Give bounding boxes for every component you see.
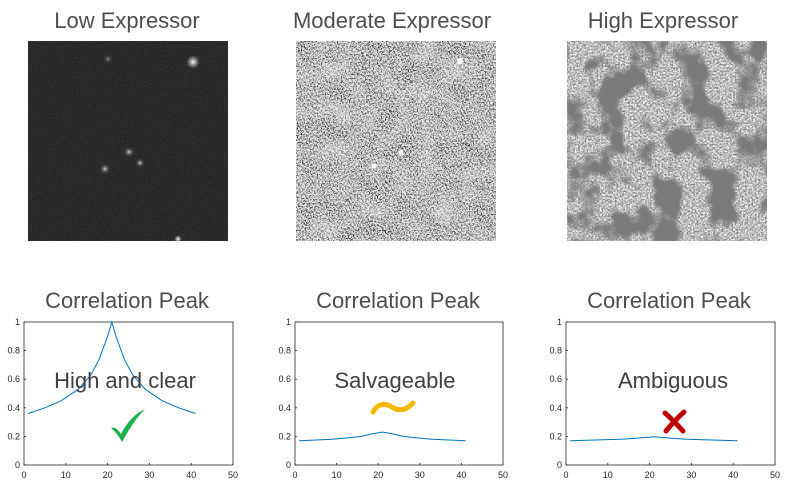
- y-tick-label: 0: [557, 460, 562, 470]
- moderate-expressor-title: Moderate Expressor: [292, 8, 492, 33]
- x-tick-label: 40: [728, 470, 738, 480]
- correlation-line: [570, 436, 738, 442]
- y-tick-label: 0.2: [278, 431, 291, 441]
- y-tick-label: 1: [557, 317, 562, 327]
- x-tick-label: 20: [103, 470, 113, 480]
- plot-title-high: Correlation Peak: [587, 288, 751, 313]
- x-tick-label: 30: [415, 470, 425, 480]
- plot-low: 0 10 20 30 40 50 0 0.2 0.4 0.6 0.8 1: [7, 317, 238, 480]
- low-expressor-title: Low Expressor: [54, 8, 200, 33]
- high-expressor-title: High Expressor: [587, 8, 739, 33]
- y-tick-label: 0.4: [549, 403, 562, 413]
- y-tick-label: 0.2: [7, 431, 20, 441]
- y-tick-label: 0.8: [549, 346, 562, 356]
- y-tick-label: 1: [286, 317, 291, 327]
- verdict-high: Ambiguous: [617, 368, 729, 393]
- x-tick-label: 50: [498, 470, 508, 480]
- axes-box: [294, 321, 504, 466]
- verdict-low: High and clear: [54, 368, 196, 393]
- high-expressor-image: [567, 41, 767, 241]
- x-tick-label: 20: [645, 470, 655, 480]
- x-tick-label: 30: [144, 470, 154, 480]
- y-tick-label: 0.4: [278, 403, 291, 413]
- y-tick-label: 0.6: [549, 374, 562, 384]
- x-tick-label: 40: [456, 470, 466, 480]
- verdict-moderate: Salvageable: [334, 368, 456, 393]
- x-tick-label: 50: [770, 470, 780, 480]
- checkmark-icon: [111, 409, 145, 442]
- y-tick-label: 0: [286, 460, 291, 470]
- y-tick-label: 0.8: [278, 346, 291, 356]
- low-expressor-image: [28, 41, 228, 241]
- moderate-expressor-image: [296, 41, 496, 241]
- axes-box: [23, 321, 234, 466]
- x-tick-label: 10: [61, 470, 71, 480]
- plot-title-moderate: Correlation Peak: [316, 288, 480, 313]
- x-tick-label: 40: [186, 470, 196, 480]
- plot-moderate: 0 10 20 30 40 50 0 0.2 0.4 0.6 0.8 1: [278, 317, 508, 480]
- y-tick-label: 0.4: [7, 403, 20, 413]
- y-tick-label: 0: [15, 460, 20, 470]
- cross-icon: [662, 409, 687, 434]
- x-tick-label: 0: [21, 470, 26, 480]
- y-tick-label: 0.2: [549, 431, 562, 441]
- plot-title-low: Correlation Peak: [45, 288, 209, 313]
- y-tick-label: 0.8: [7, 346, 20, 356]
- y-tick-label: 0.6: [278, 374, 291, 384]
- plot-high: 0 10 20 30 40 50 0 0.2 0.4 0.6 0.8 1: [549, 317, 780, 480]
- x-tick-label: 10: [603, 470, 613, 480]
- x-tick-label: 10: [332, 470, 342, 480]
- x-tick-label: 30: [686, 470, 696, 480]
- x-tick-label: 20: [373, 470, 383, 480]
- x-tick-label: 0: [292, 470, 297, 480]
- x-tick-label: 0: [563, 470, 568, 480]
- axes-box: [565, 321, 776, 466]
- y-tick-label: 1: [15, 317, 20, 327]
- x-tick-label: 50: [228, 470, 238, 480]
- correlation-line: [28, 320, 196, 414]
- tilde-icon: [370, 400, 416, 415]
- correlation-line: [299, 431, 466, 442]
- y-tick-label: 0.6: [7, 374, 20, 384]
